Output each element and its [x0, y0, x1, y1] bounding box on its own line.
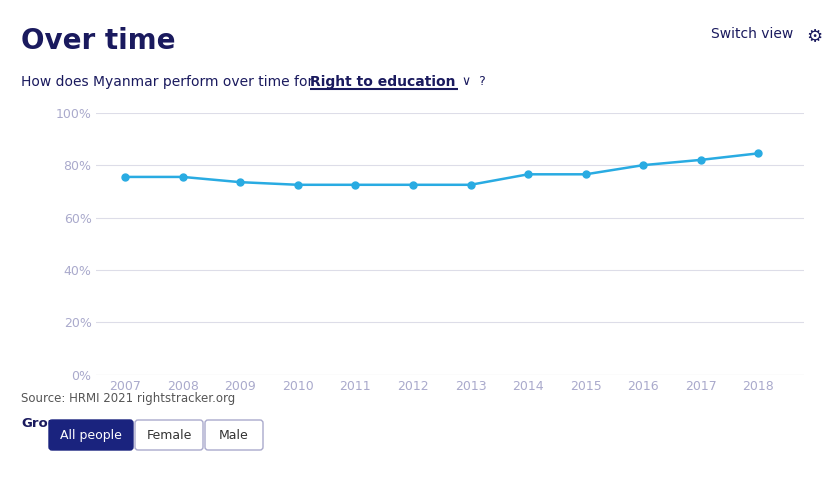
FancyBboxPatch shape [135, 420, 203, 450]
Text: Over time: Over time [21, 27, 175, 55]
Text: Groups: Groups [21, 417, 75, 430]
FancyBboxPatch shape [205, 420, 263, 450]
Text: Source: HRMI 2021 rightstracker.org: Source: HRMI 2021 rightstracker.org [21, 392, 235, 405]
Text: ∨  ?: ∨ ? [462, 75, 486, 88]
FancyBboxPatch shape [49, 420, 133, 450]
Text: Switch view: Switch view [711, 27, 793, 41]
Text: How does Myanmar perform over time for: How does Myanmar perform over time for [21, 75, 313, 89]
Text: All people: All people [60, 428, 122, 441]
Text: Male: Male [219, 428, 249, 441]
Text: ⚙: ⚙ [806, 28, 822, 47]
Text: Right to education: Right to education [310, 75, 456, 89]
Text: Female: Female [147, 428, 192, 441]
